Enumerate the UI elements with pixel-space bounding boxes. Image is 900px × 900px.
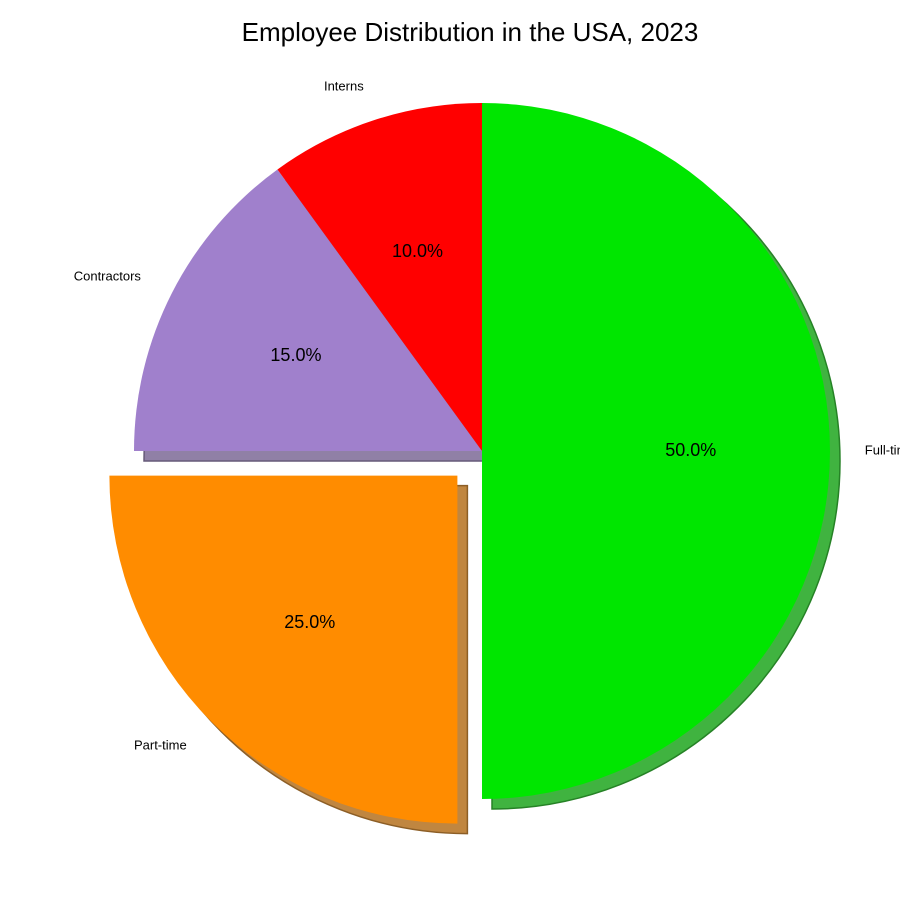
slice-full-time [482,103,830,799]
percent-label-full-time: 50.0% [665,440,716,460]
slice-label-part-time: Part-time [134,738,187,753]
percent-label-contractors: 15.0% [270,345,321,365]
slice-contractors [134,169,482,451]
slice-label-contractors: Contractors [74,269,142,284]
slice-labels: Full-time 50.0% Part-time 25.0% Contractors 1… [74,78,900,752]
slice-interns [277,103,482,451]
slice-label-full-time: Full-time [865,442,900,457]
percent-label-part-time: 25.0% [284,612,335,632]
chart-title: Employee Distribution in the USA, 2023 [242,17,699,47]
pie-slices [109,103,830,824]
percent-label-interns: 10.0% [392,241,443,261]
slice-part-time [109,475,458,824]
slice-label-interns: Interns [324,78,364,93]
